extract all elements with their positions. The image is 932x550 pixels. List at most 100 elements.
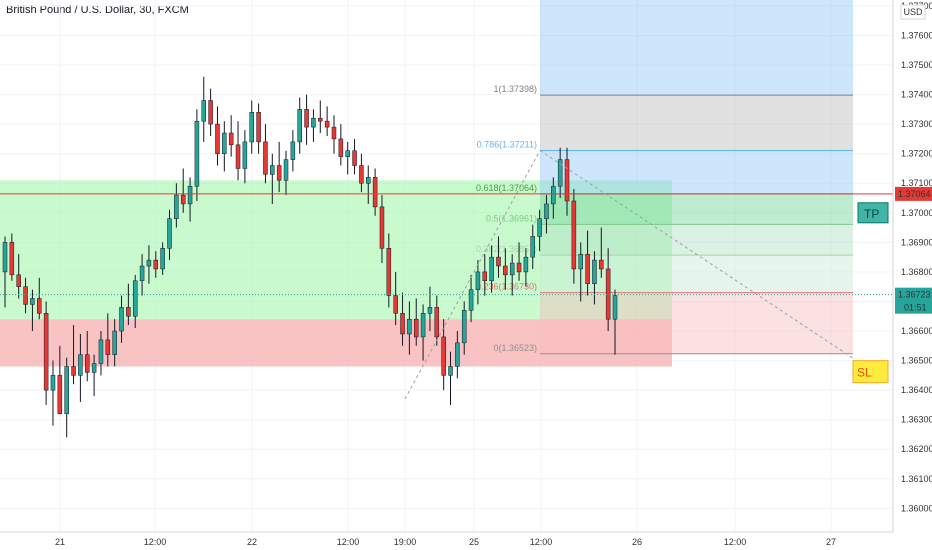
- time-tick-label: 19:00: [394, 537, 417, 547]
- price-tick-label: 1.36800: [901, 267, 932, 277]
- candle: [30, 289, 35, 332]
- time-tick-label: 22: [247, 537, 257, 547]
- candle: [43, 301, 49, 405]
- candle: [242, 130, 248, 184]
- candle-body: [482, 271, 488, 282]
- sl-label: SL: [857, 366, 872, 380]
- candle-body: [276, 165, 282, 181]
- candle: [564, 147, 570, 216]
- candle: [215, 106, 220, 166]
- candle: [393, 271, 398, 326]
- resistance-price-box: [895, 186, 932, 201]
- candle: [338, 124, 344, 166]
- candle-body: [413, 318, 419, 338]
- candle-body: [448, 366, 453, 376]
- candle: [9, 233, 15, 281]
- candle: [537, 209, 542, 252]
- candle-body: [153, 259, 159, 270]
- candle-body: [256, 112, 261, 143]
- candle: [523, 248, 529, 287]
- candle-body: [318, 117, 323, 122]
- price-axis[interactable]: 1.377001.376001.375001.374001.373001.372…: [892, 0, 932, 532]
- price-tick-label: 1.37000: [901, 208, 932, 218]
- candle: [352, 138, 357, 175]
- price-tick-label: 1.37300: [901, 119, 932, 129]
- candle: [461, 301, 467, 355]
- candle: [413, 298, 419, 346]
- candle-body: [564, 159, 570, 202]
- candle-body: [366, 177, 371, 184]
- candle: [105, 313, 111, 367]
- candle-body: [16, 274, 21, 287]
- candle: [23, 277, 28, 314]
- candle: [276, 141, 282, 193]
- candle: [98, 331, 104, 376]
- candle: [578, 242, 583, 302]
- candle-body: [119, 307, 124, 332]
- candle-body: [503, 265, 508, 276]
- candle-body: [352, 150, 357, 166]
- candle-body: [612, 295, 618, 320]
- candle-body: [592, 259, 597, 284]
- time-tick-label: 12:00: [530, 537, 553, 547]
- supply-zone: [0, 319, 672, 367]
- candle: [592, 251, 597, 305]
- candle-body: [386, 248, 392, 296]
- time-tick-label: 21: [55, 537, 65, 547]
- time-tick-label: 26: [632, 537, 642, 547]
- candle-body: [578, 253, 583, 270]
- candle: [290, 130, 296, 172]
- candle: [544, 195, 549, 234]
- candle: [71, 325, 76, 385]
- candle-body: [324, 120, 330, 128]
- candle-body: [496, 256, 501, 267]
- candle: [427, 286, 433, 332]
- candle: [50, 360, 56, 426]
- candle-body: [146, 259, 152, 267]
- candle-body: [194, 120, 200, 187]
- candle-body: [557, 159, 563, 187]
- candle-body: [2, 242, 8, 273]
- candle: [585, 230, 590, 296]
- candle-body: [599, 259, 604, 270]
- currency-badge-text: USD: [903, 7, 923, 17]
- candle: [359, 153, 364, 193]
- chart-title: British Pound / U.S. Dollar, 30, FXCM: [6, 4, 189, 16]
- fib-level-label: 0.5(1.36961): [486, 213, 537, 223]
- candle: [441, 319, 446, 391]
- fib-band: [540, 150, 853, 194]
- candle: [146, 245, 152, 284]
- candle-body: [9, 242, 15, 276]
- candles-layer: [2, 76, 618, 438]
- time-axis[interactable]: 21 12:00 22 12:00 19:00 25 12:00 26 12:00 27: [0, 531, 893, 547]
- candle-body: [297, 109, 302, 143]
- price-tick-label: 1.37200: [901, 149, 932, 159]
- candle: [283, 150, 289, 196]
- candle-body: [407, 318, 412, 335]
- candle-body: [345, 150, 350, 157]
- candle-body: [461, 310, 467, 344]
- trend-line-up: [404, 150, 541, 400]
- candle-body: [222, 132, 227, 154]
- candle-body: [43, 313, 49, 391]
- candle: [228, 115, 234, 157]
- candle-body: [64, 366, 69, 415]
- candle-body: [84, 354, 90, 373]
- candle: [557, 147, 563, 199]
- price-tick-label: 1.36200: [901, 444, 932, 454]
- candle-body: [468, 289, 474, 311]
- candle: [372, 168, 378, 216]
- candle-body: [50, 375, 56, 391]
- fib-level-label: 1(1.37398): [493, 84, 537, 94]
- tp-marker: TP: [857, 202, 889, 224]
- price-tick-label: 1.36100: [901, 474, 932, 484]
- candle: [119, 295, 124, 343]
- candle: [249, 100, 254, 154]
- candle-body: [180, 194, 186, 205]
- zone-layer: [0, 180, 672, 367]
- candle-body: [249, 112, 254, 143]
- current-price-text: 1.36723: [898, 290, 931, 300]
- candle: [174, 183, 179, 228]
- candle-body: [400, 313, 405, 335]
